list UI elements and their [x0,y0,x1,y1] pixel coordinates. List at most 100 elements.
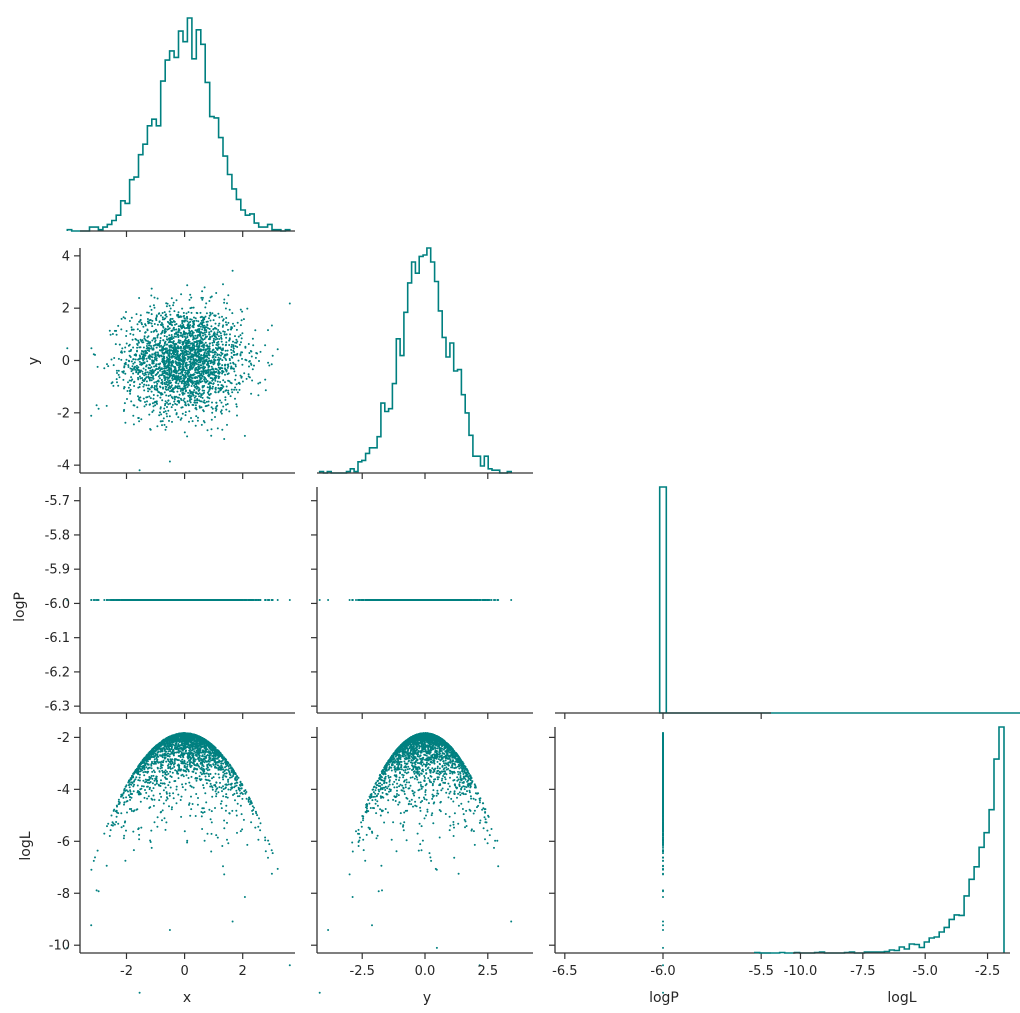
scatter-x-y-point [107,365,110,368]
scatter-x-y-point [158,414,161,417]
scatter-x-y-point [205,302,208,305]
scatter-x-logP [66,599,291,601]
scatter-x-y-point [159,323,162,326]
scatter-x-y-point [130,376,133,379]
scatter-x-y-point [205,381,207,384]
scatter-x-y-point [201,360,204,363]
scatter-x-y-point [149,305,152,308]
scatter-x-y-point [182,311,185,314]
scatter-x-y-point [145,364,148,367]
scatter-x-y-point [188,410,191,413]
scatter-x-y-point [177,372,180,375]
scatter-x-y-point [131,338,134,341]
scatter-x-y-point [228,410,231,413]
scatter-x-y-point [234,386,237,389]
scatter-x-y-point [152,394,155,396]
scatter-x-y-point [156,297,159,300]
scatter-x-y-point [188,389,191,392]
scatter-x-y-point [235,328,238,331]
scatter-x-y-point [210,325,213,328]
scatter-x-y-point [182,399,185,402]
scatter-x-y-point [225,317,228,319]
scatter-x-y-point [167,403,170,406]
scatter-x-y-point [145,384,148,387]
scatter-x-y-point [183,431,186,434]
scatter-x-y-point [145,380,148,383]
scatter-x-y-point [235,341,238,344]
scatter-x-y-point [181,369,184,372]
scatter-x-y-point [189,374,192,377]
scatter-x-y-point [198,340,201,343]
scatter-x-y-point [221,343,224,346]
scatter-x-y-point [114,343,117,346]
scatter-x-y-point [163,391,166,394]
scatter-x-y-point [247,375,250,378]
scatter-x-y-point [217,383,220,386]
scatter-x-y-point [216,341,219,344]
scatter-x-y-point [127,359,130,362]
scatter-x-y-point [165,313,167,316]
scatter-x-y-point [183,319,186,322]
scatter-x-y-point [181,412,184,415]
scatter-x-y-point [207,360,210,363]
scatter-x-y-point [168,334,171,337]
scatter-x-y-point [132,346,135,349]
scatter-x-y-point [218,316,221,319]
scatter-x-y-point [166,358,169,361]
scatter-x-y-point [184,403,187,406]
scatter-x-y-point [205,400,208,403]
scatter-x-y-point [216,331,219,334]
scatter-x-y-point [221,364,224,367]
scatter-x-y-point [168,460,171,463]
scatter-x-y-point [161,399,164,402]
scatter-x-y-point [207,368,210,371]
scatter-x-y-point [177,416,180,419]
scatter-x-y-point [202,316,205,319]
scatter-x-y-point [170,374,173,377]
scatter-x-y-point [181,350,184,353]
scatter-x-y-point [230,345,233,348]
scatter-x-y-point [250,355,253,358]
scatter-x-y-point [194,382,197,385]
scatter-x-y-point [162,370,165,373]
scatter-x-y-point [153,356,156,359]
scatter-x-y-point [209,313,212,316]
scatter-x-logP-point [241,599,244,601]
scatter-x-y-point [186,284,189,287]
scatter-x-y-point [112,384,115,387]
scatter-x-y-point [159,374,161,377]
scatter-x-y-point [223,333,226,336]
scatter-x-y-point [174,385,177,388]
scatter-x-y-point [183,377,186,380]
scatter-x-y-point [181,307,184,310]
scatter-x-y-point [160,354,163,357]
scatter-x-y-point [197,349,200,352]
scatter-x-y-point [183,385,186,388]
scatter-x-y-point [164,404,166,407]
scatter-x-logP-point [153,599,156,601]
scatter-x-y-point [184,371,187,374]
scatter-x-y-point [234,378,237,381]
scatter-x-y-point [166,401,168,404]
scatter-x-y-point [232,368,235,370]
scatter-x-y-point [143,383,146,386]
scatter-x-y-point [118,343,121,346]
scatter-x-y-point [192,348,195,351]
scatter-x-y-point [166,365,169,367]
scatter-x-y-point [193,337,196,340]
scatter-x-logP-point [103,599,106,601]
scatter-x-y-point [212,319,215,322]
scatter-x-y-point [165,305,168,308]
scatter-x-y-point [240,319,243,322]
scatter-x-y-point [196,369,199,372]
scatter-x-y-point [224,349,227,352]
scatter-x-y-point [152,397,155,400]
scatter-x-y-point [219,332,222,335]
scatter-x-y-point [194,317,197,320]
scatter-x-y-point [229,333,231,336]
scatter-x-y-point [153,365,156,368]
scatter-x-y-point [176,346,179,349]
scatter-x-y-point [194,341,197,343]
scatter-x-y-point [145,376,148,379]
scatter-x-y-point [130,400,133,403]
